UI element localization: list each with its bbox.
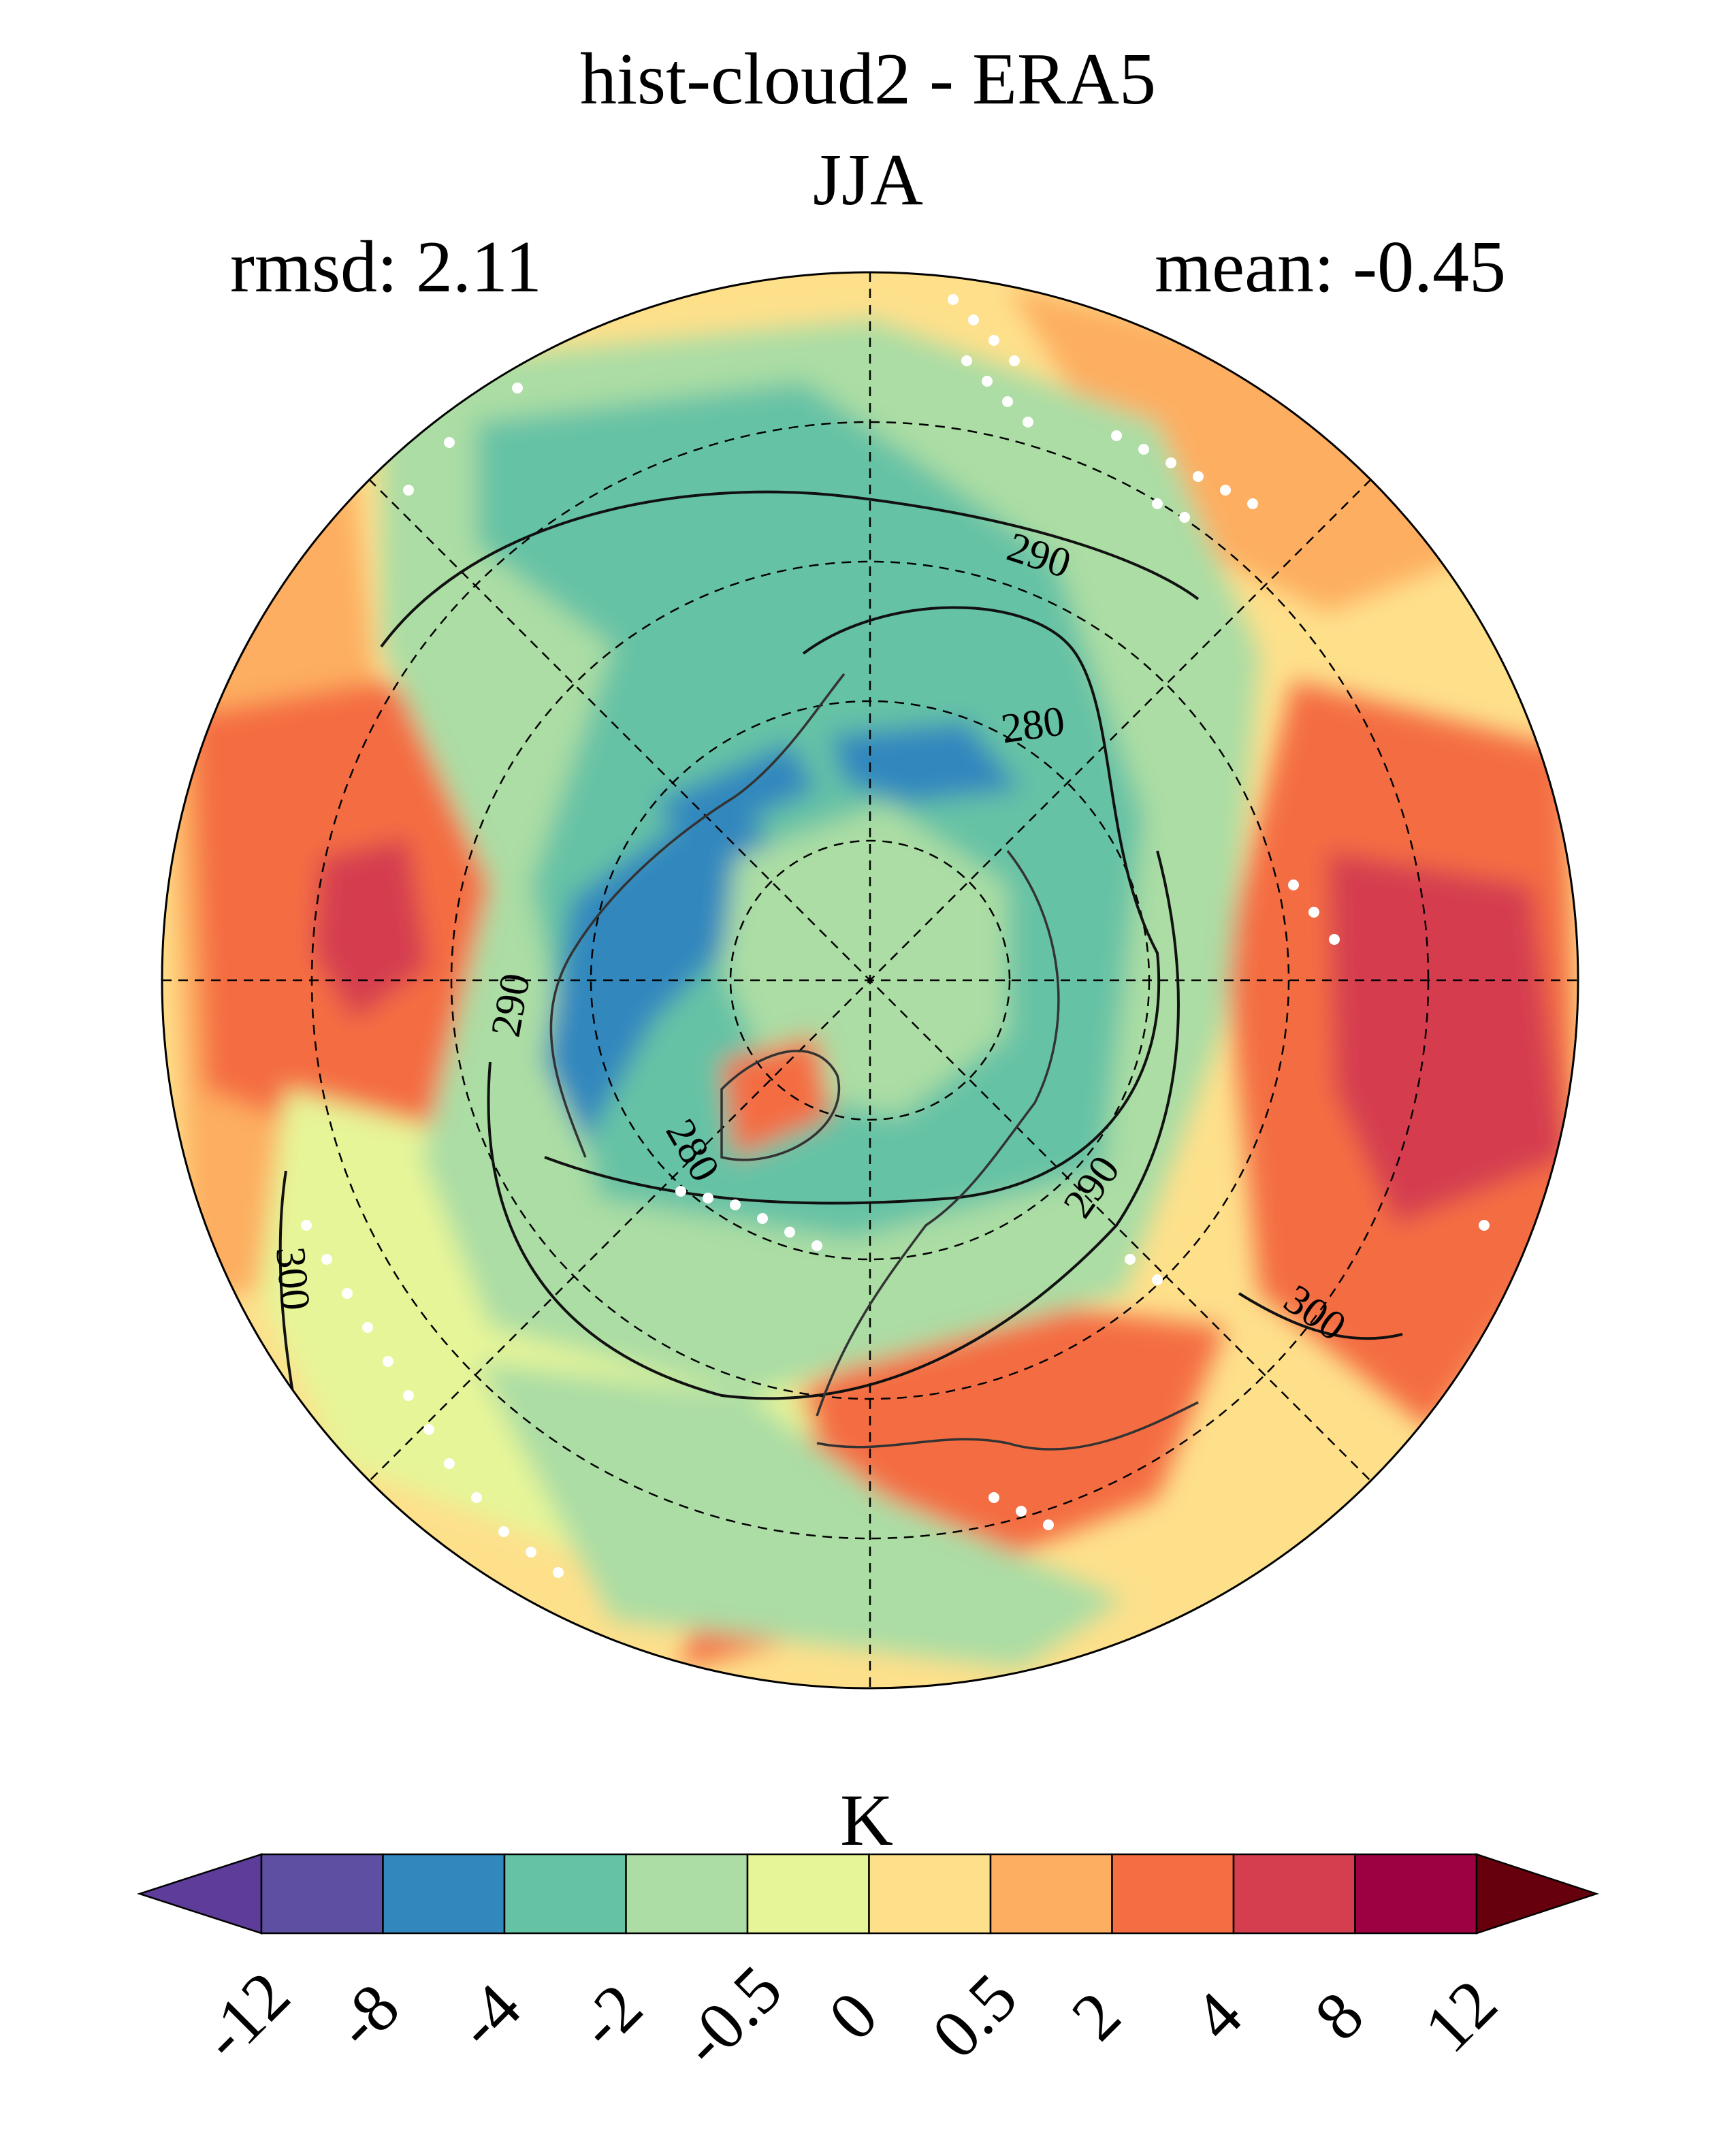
field-blue-siberia — [831, 722, 1021, 803]
coast-north-america — [549, 673, 846, 1158]
colorbar-box — [989, 1853, 1113, 1935]
polar-map — [162, 272, 1578, 1688]
colorbar-tick-label: 0.5 — [918, 1959, 1031, 2073]
colorbar-box — [1354, 1853, 1478, 1935]
colorbar: K -12 -8 -4 -2 -0.5 0 0.5 2 4 8 12 — [136, 1780, 1599, 2081]
graticule — [162, 272, 1578, 1688]
coast-eurasia — [816, 850, 1060, 1417]
coast-greenland — [720, 1050, 840, 1161]
mean-label: mean: -0.45 — [1155, 227, 1506, 308]
rmsd-label: rmsd: 2.11 — [230, 227, 542, 308]
colorbar-tick-label: 0 — [814, 1977, 892, 2054]
stippling — [301, 294, 1490, 1578]
anomaly-field — [163, 286, 1578, 1668]
colorbar-box — [868, 1853, 992, 1935]
colorbar-box — [382, 1853, 506, 1935]
colorbar-tick-label: -8 — [320, 1969, 413, 2063]
field-greenland-warm — [722, 1035, 831, 1157]
map-border — [161, 271, 1579, 1690]
colorbar-tick-label: -2 — [563, 1969, 656, 2063]
field-blue-canada — [545, 783, 790, 1144]
contour-290-north — [380, 490, 1200, 648]
contour-label: 280 — [998, 698, 1067, 752]
field-polar-cap — [722, 803, 1008, 1116]
colorbar-tick-label: 4 — [1178, 1977, 1256, 2054]
colorbar-tick-label: 2 — [1057, 1977, 1135, 2054]
title-line2: JJA — [813, 140, 923, 221]
colorbar-tick-label: 8 — [1300, 1977, 1378, 2054]
colorbar-extend-low — [136, 1853, 263, 1935]
field-lightgreen-south — [477, 1361, 1123, 1668]
colorbar-boxes — [136, 1853, 1599, 1935]
coast-europe — [816, 1401, 1199, 1451]
coastlines — [549, 673, 1199, 1451]
contour-label: 300 — [267, 1245, 319, 1312]
colorbar-tick-label: -0.5 — [666, 1951, 796, 2080]
colorbar-ticks: -12 -8 -4 -2 -0.5 0 0.5 2 4 8 12 — [187, 1951, 1511, 2080]
contour-300-east — [1238, 1292, 1403, 1340]
colorbar-box — [503, 1853, 627, 1935]
field-orange-ne — [1008, 286, 1498, 613]
title-line1: hist-cloud2 - ERA5 — [580, 39, 1156, 120]
colorbar-tick-label: 12 — [1410, 1965, 1511, 2067]
contour-290-ring — [487, 850, 1180, 1400]
colorbar-unit: K — [840, 1780, 893, 1861]
field-blue-beaufort — [654, 742, 817, 844]
contour-label: 290 — [483, 970, 539, 1040]
colorbar-box — [1111, 1853, 1235, 1935]
colorbar-box — [746, 1853, 870, 1935]
colorbar-box — [1232, 1853, 1356, 1935]
colorbar-box — [625, 1853, 749, 1935]
field-crimson-west — [313, 837, 429, 1021]
colorbar-tick-label: -12 — [187, 1957, 304, 2075]
colorbar-extend-high — [1475, 1853, 1599, 1935]
colorbar-box — [260, 1853, 384, 1935]
colorbar-tick-label: -4 — [442, 1969, 535, 2063]
contour-280 — [544, 606, 1161, 1205]
field-crimson-east — [1328, 851, 1566, 1225]
